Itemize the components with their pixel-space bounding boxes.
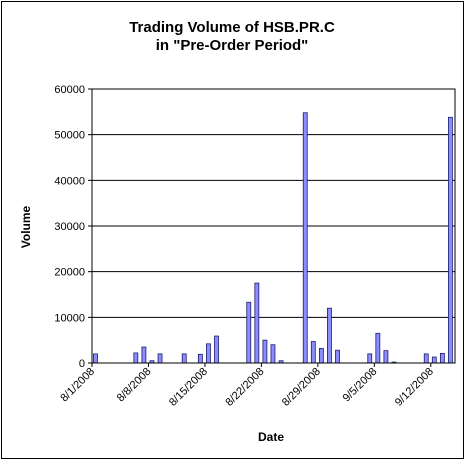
y-axis-title: Volume [19,205,33,248]
gridlines [92,134,455,318]
chart-title-line-2: in "Pre-Order Period" [156,37,309,54]
y-tick-label: 20000 [54,267,85,279]
volume-bar [262,339,268,364]
volume-bar [197,353,203,364]
volume-bar [270,344,276,364]
y-axis-ticks: 0 10000 20000 30000 40000 50000 60000 [54,84,92,370]
y-tick-label: 60000 [54,84,85,96]
volume-bar [214,335,219,364]
x-tick-label: 9/12/2008 [393,366,436,409]
x-tick-label: 8/15/2008 [167,366,210,409]
volume-bar [439,353,445,364]
x-tick-label: 8/1/2008 [58,366,97,405]
x-tick-label: 8/8/2008 [115,366,154,405]
volume-chart: Trading Volume of HSB.PR.C in "Pre-Order… [19,19,456,444]
volume-bar [302,112,308,364]
volume-bar [133,352,139,364]
volume-bar [367,353,373,364]
volume-bar [327,307,332,364]
volume-bar [246,301,252,364]
volume-bar [431,356,437,364]
bars [93,112,453,364]
x-tick-label: 8/29/2008 [280,366,323,409]
volume-bar [383,350,389,364]
volume-bar [423,353,429,364]
y-tick-label: 30000 [54,221,85,233]
volume-bar [310,341,316,364]
x-tick-label: 9/5/2008 [341,366,380,405]
x-axis-title: Date [258,430,284,444]
y-tick-label: 10000 [54,312,85,324]
volume-bar [448,116,453,364]
volume-bar [318,347,324,364]
volume-bar [375,332,381,364]
volume-bar [335,349,340,364]
y-tick-label: 0 [79,358,85,370]
volume-bar [254,282,260,364]
x-axis-ticks: 8/1/2008 8/8/2008 8/15/2008 8/22/2008 8/29/2… [58,363,436,409]
volume-bar [141,346,147,364]
y-tick-label: 40000 [54,175,85,187]
volume-bar [157,353,163,364]
volume-bar [206,343,211,364]
chart-title-line-1: Trading Volume of HSB.PR.C [129,19,335,36]
volume-bar [93,353,98,364]
x-tick-label: 8/22/2008 [223,366,266,409]
volume-bar [181,353,187,364]
y-tick-label: 50000 [54,130,85,142]
